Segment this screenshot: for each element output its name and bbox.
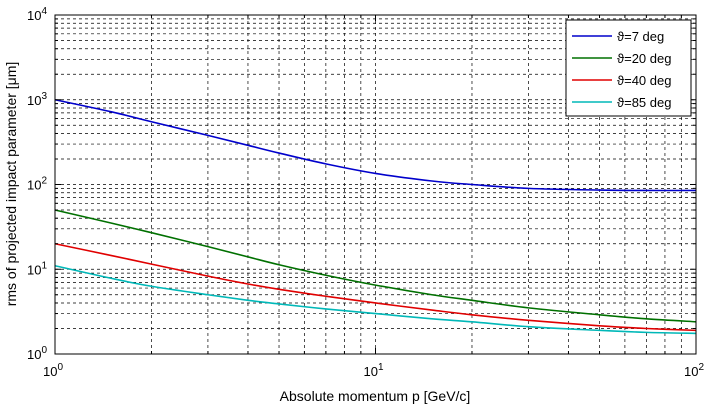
series-line-2: [54, 209, 697, 323]
legend: ϑ=7 deg ϑ=20 deg ϑ=40 deg ϑ=85 deg: [565, 19, 692, 117]
legend-label: ϑ=7 deg: [617, 29, 664, 44]
tick-labels: 100 101 102 100 101 102 103 104: [27, 6, 704, 379]
series-line-1: [54, 98, 697, 192]
y-tick-label: 101: [27, 260, 47, 277]
y-tick-label: 103: [27, 91, 47, 108]
x-axis-label: Absolute momentum p [GeV/c]: [280, 388, 471, 404]
legend-label: ϑ=85 deg: [617, 95, 671, 110]
x-tick-label: 101: [363, 362, 383, 379]
x-tick-label: 100: [43, 362, 63, 379]
y-tick-label: 102: [27, 176, 47, 193]
legend-label: ϑ=40 deg: [617, 73, 671, 88]
y-tick-label: 104: [27, 6, 47, 23]
series-line-3: [54, 242, 697, 332]
y-tick-label: 100: [27, 345, 47, 362]
x-tick-label: 102: [684, 362, 704, 379]
series-line-4: [54, 264, 697, 335]
legend-label: ϑ=20 deg: [617, 51, 671, 66]
series-lines: [54, 98, 697, 335]
y-axis-label: rms of projected impact parameter [μm]: [3, 62, 19, 307]
